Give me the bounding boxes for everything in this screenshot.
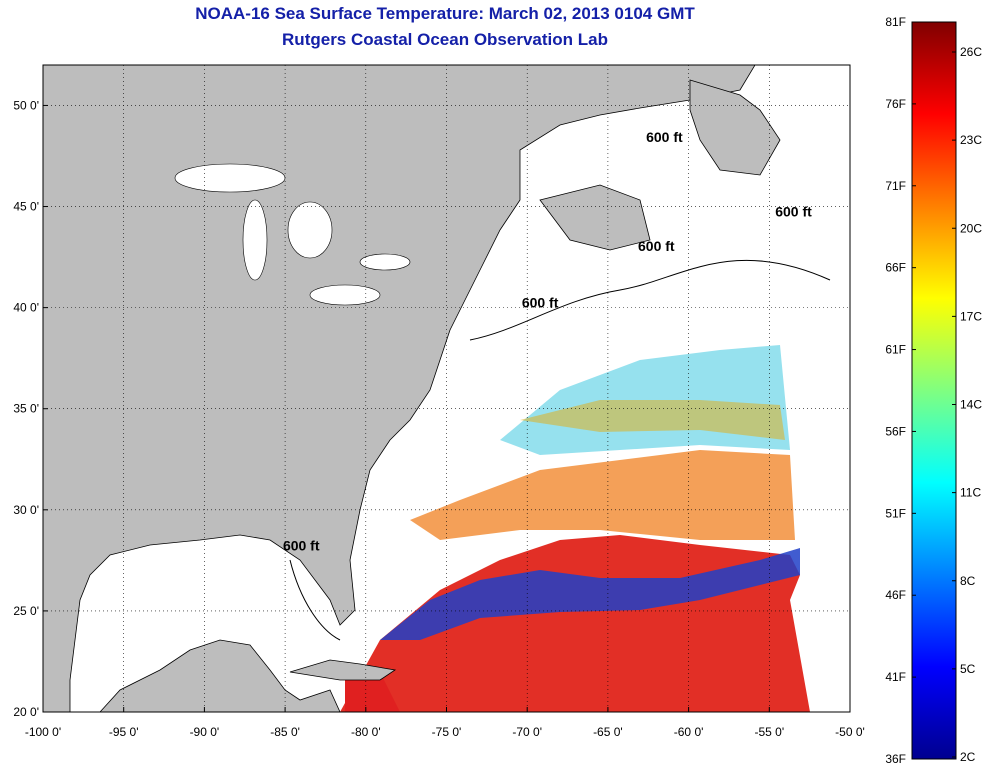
colorbar-f-label: 76F <box>885 97 906 111</box>
lake-erie <box>309 284 381 306</box>
isobath-label: 600 ft <box>283 537 320 553</box>
lon-tick-label: -75 0' <box>432 725 462 739</box>
lon-tick-label: -90 0' <box>190 725 220 739</box>
colorbar-f-label: 36F <box>885 752 906 766</box>
lat-tick-label: 45 0' <box>13 200 39 214</box>
sst-swath <box>340 345 810 712</box>
land-masses <box>43 65 781 712</box>
lat-tick-label: 35 0' <box>13 402 39 416</box>
colorbar-c-label: 5C <box>960 662 976 676</box>
colorbar-f-label: 81F <box>885 15 906 29</box>
colorbar-f-label: 61F <box>885 343 906 357</box>
lake-huron <box>287 201 333 259</box>
isobath-label: 600 ft <box>775 204 812 220</box>
lake-superior <box>174 163 286 193</box>
patchy-yellow-region <box>520 400 785 440</box>
colorbar-f-label: 71F <box>885 179 906 193</box>
caribbean-warm-region <box>345 672 400 712</box>
isobath-label: 600 ft <box>638 238 675 254</box>
lat-tick-label: 20 0' <box>13 705 39 719</box>
lake-michigan <box>242 199 268 281</box>
grid-lines <box>43 65 850 712</box>
colorbar-c-label: 14C <box>960 398 982 412</box>
lon-tick-label: -80 0' <box>351 725 381 739</box>
map-subtitle: Rutgers Coastal Ocean Observation Lab <box>282 30 608 49</box>
colorbar-c-label: 11C <box>960 486 981 500</box>
lon-tick-label: -50 0' <box>835 725 865 739</box>
longitude-ticks: -100 0' -95 0' -90 0' -85 0' -80 0' -75 0' -70… <box>25 707 865 739</box>
lon-tick-label: -55 0' <box>754 725 784 739</box>
colorbar-c-label: 20C <box>960 221 982 235</box>
latitude-ticks: 20 0' 25 0' 30 0' 35 0' 40 0' 45 0' 50 0' <box>13 98 48 719</box>
lake-ontario <box>359 253 411 271</box>
colorbar <box>911 21 957 760</box>
lat-tick-label: 40 0' <box>13 301 39 315</box>
newfoundland-land <box>689 79 781 176</box>
lon-tick-label: -100 0' <box>25 725 61 739</box>
cool-band-region <box>380 548 800 640</box>
colorbar-c-label: 17C <box>960 309 982 323</box>
map-content <box>43 65 831 712</box>
great-lakes <box>174 163 411 306</box>
lon-tick-label: -70 0' <box>512 725 542 739</box>
colorbar-c-label: 8C <box>960 574 976 588</box>
lon-tick-label: -85 0' <box>270 725 300 739</box>
isobath-label: 600 ft <box>646 129 683 145</box>
colorbar-fahrenheit-labels: 81F 76F 71F 66F 61F 56F 51F 46F 41F 36F <box>885 15 916 766</box>
lat-tick-label: 50 0' <box>13 98 39 112</box>
mid-temp-region <box>410 450 795 540</box>
lat-tick-label: 30 0' <box>13 503 39 517</box>
map-title: NOAA-16 Sea Surface Temperature: March 0… <box>195 4 695 23</box>
isobath-600ft-line <box>289 259 831 641</box>
colorbar-celsius-labels: 26C 23C 20C 17C 14C 11C 8C 5C 2C <box>952 45 982 764</box>
colorbar-f-label: 51F <box>885 506 906 520</box>
colorbar-f-label: 66F <box>885 261 906 275</box>
lat-tick-label: 25 0' <box>13 604 39 618</box>
colorbar-f-label: 56F <box>885 424 906 438</box>
colorbar-c-label: 26C <box>960 45 982 59</box>
mexico-central-america-land <box>99 639 341 712</box>
lon-tick-label: -95 0' <box>109 725 139 739</box>
north-america-land <box>43 65 756 712</box>
colorbar-f-label: 46F <box>885 588 906 602</box>
colorbar-f-label: 41F <box>885 670 906 684</box>
colorbar-c-label: 23C <box>960 133 982 147</box>
isobath-label: 600 ft <box>522 295 559 311</box>
nova-scotia-land <box>539 184 651 251</box>
lon-tick-label: -65 0' <box>593 725 623 739</box>
cuba-land <box>289 659 397 681</box>
isobath-labels: 600 ft 600 ft 600 ft 600 ft 600 ft <box>283 129 812 553</box>
lon-tick-label: -60 0' <box>674 725 704 739</box>
colorbar-c-label: 2C <box>960 750 976 764</box>
